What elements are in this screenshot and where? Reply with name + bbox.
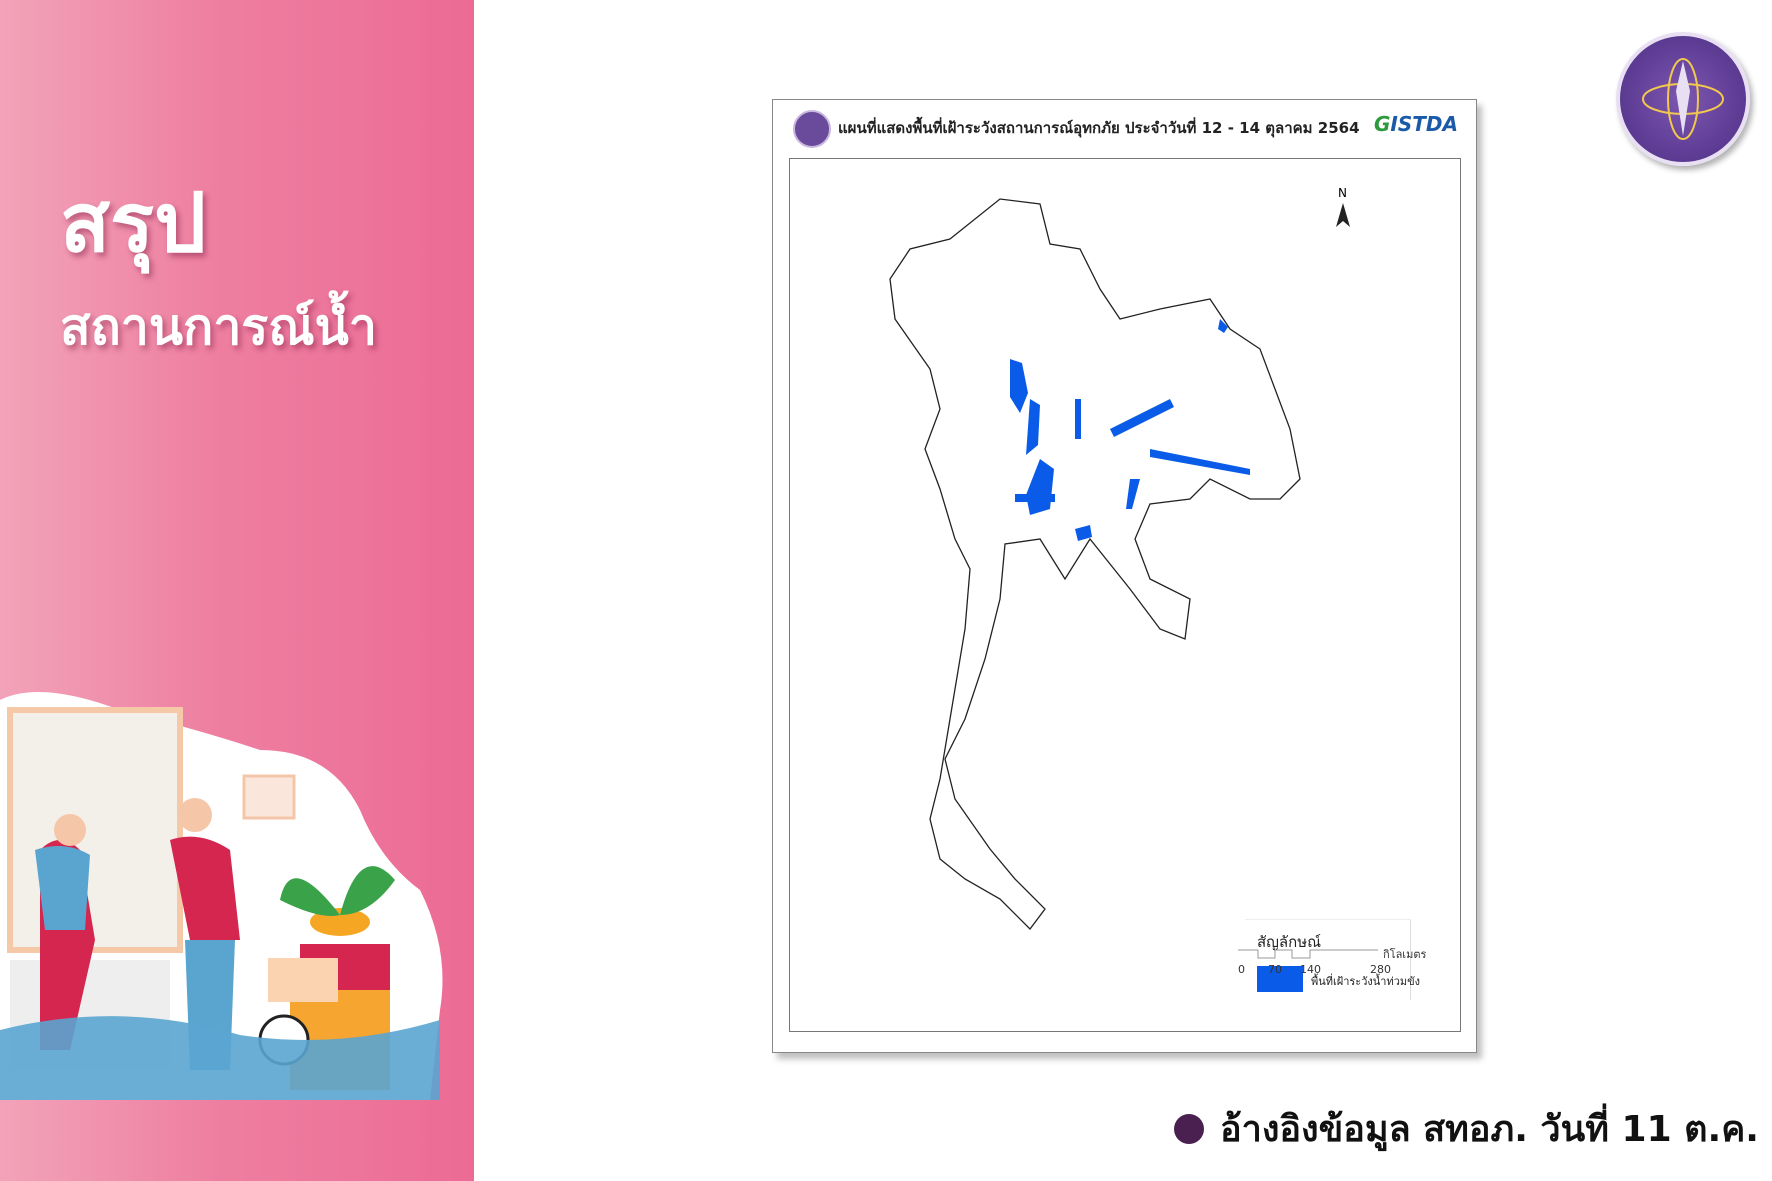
map-area: N สัญลักษณ์ พื้นที่เฝ้าระวังน้ำท่วมขัง (789, 158, 1461, 1032)
scale-tick: 0 (1238, 963, 1245, 976)
scale-tick: 70 (1268, 963, 1282, 976)
ministry-seal-icon (793, 110, 831, 148)
north-label: N (1338, 186, 1347, 200)
scale-tick: 280 (1370, 963, 1391, 976)
left-panel: สรุป สถานการณ์น้ำ (0, 0, 474, 1181)
page-title: สรุป (60, 176, 207, 271)
scale-tick: 140 (1300, 963, 1321, 976)
bullet-icon (1174, 1113, 1204, 1144)
ministry-seal-icon (1616, 32, 1750, 166)
north-arrow-icon (1336, 203, 1350, 227)
thailand-map: N (889, 186, 1350, 930)
source-text: อ้างอิงข้อมูล สทอภ. วันที่ 11 ต.ค. 64 (1220, 1109, 1772, 1150)
scale-bar: 0 70 140 280 กิโลเมตร (1238, 948, 1428, 977)
flood-illustration (0, 692, 443, 1100)
flood-map: แผนที่แสดงพื้นที่เฝ้าระวังสถานการณ์อุทกภ… (772, 99, 1477, 1053)
scale-unit: กิโลเมตร (1383, 948, 1427, 961)
map-legend: สัญลักษณ์ พื้นที่เฝ้าระวังน้ำท่วมขัง (1245, 919, 1420, 1000)
legend-swatch-flood (1257, 966, 1303, 992)
legend-title: สัญลักษณ์ (1257, 933, 1322, 951)
page-subtitle: สถานการณ์น้ำ (60, 298, 377, 356)
gistda-logo: GISTDA (1374, 112, 1458, 136)
map-title: แผนที่แสดงพื้นที่เฝ้าระวังสถานการณ์อุทกภ… (838, 119, 1360, 137)
legend-label-flood: พื้นที่เฝ้าระวังน้ำท่วมขัง (1311, 975, 1421, 988)
data-source-note: อ้างอิงข้อมูล สทอภ. วันที่ 11 ต.ค. 64 (1174, 1100, 1772, 1157)
